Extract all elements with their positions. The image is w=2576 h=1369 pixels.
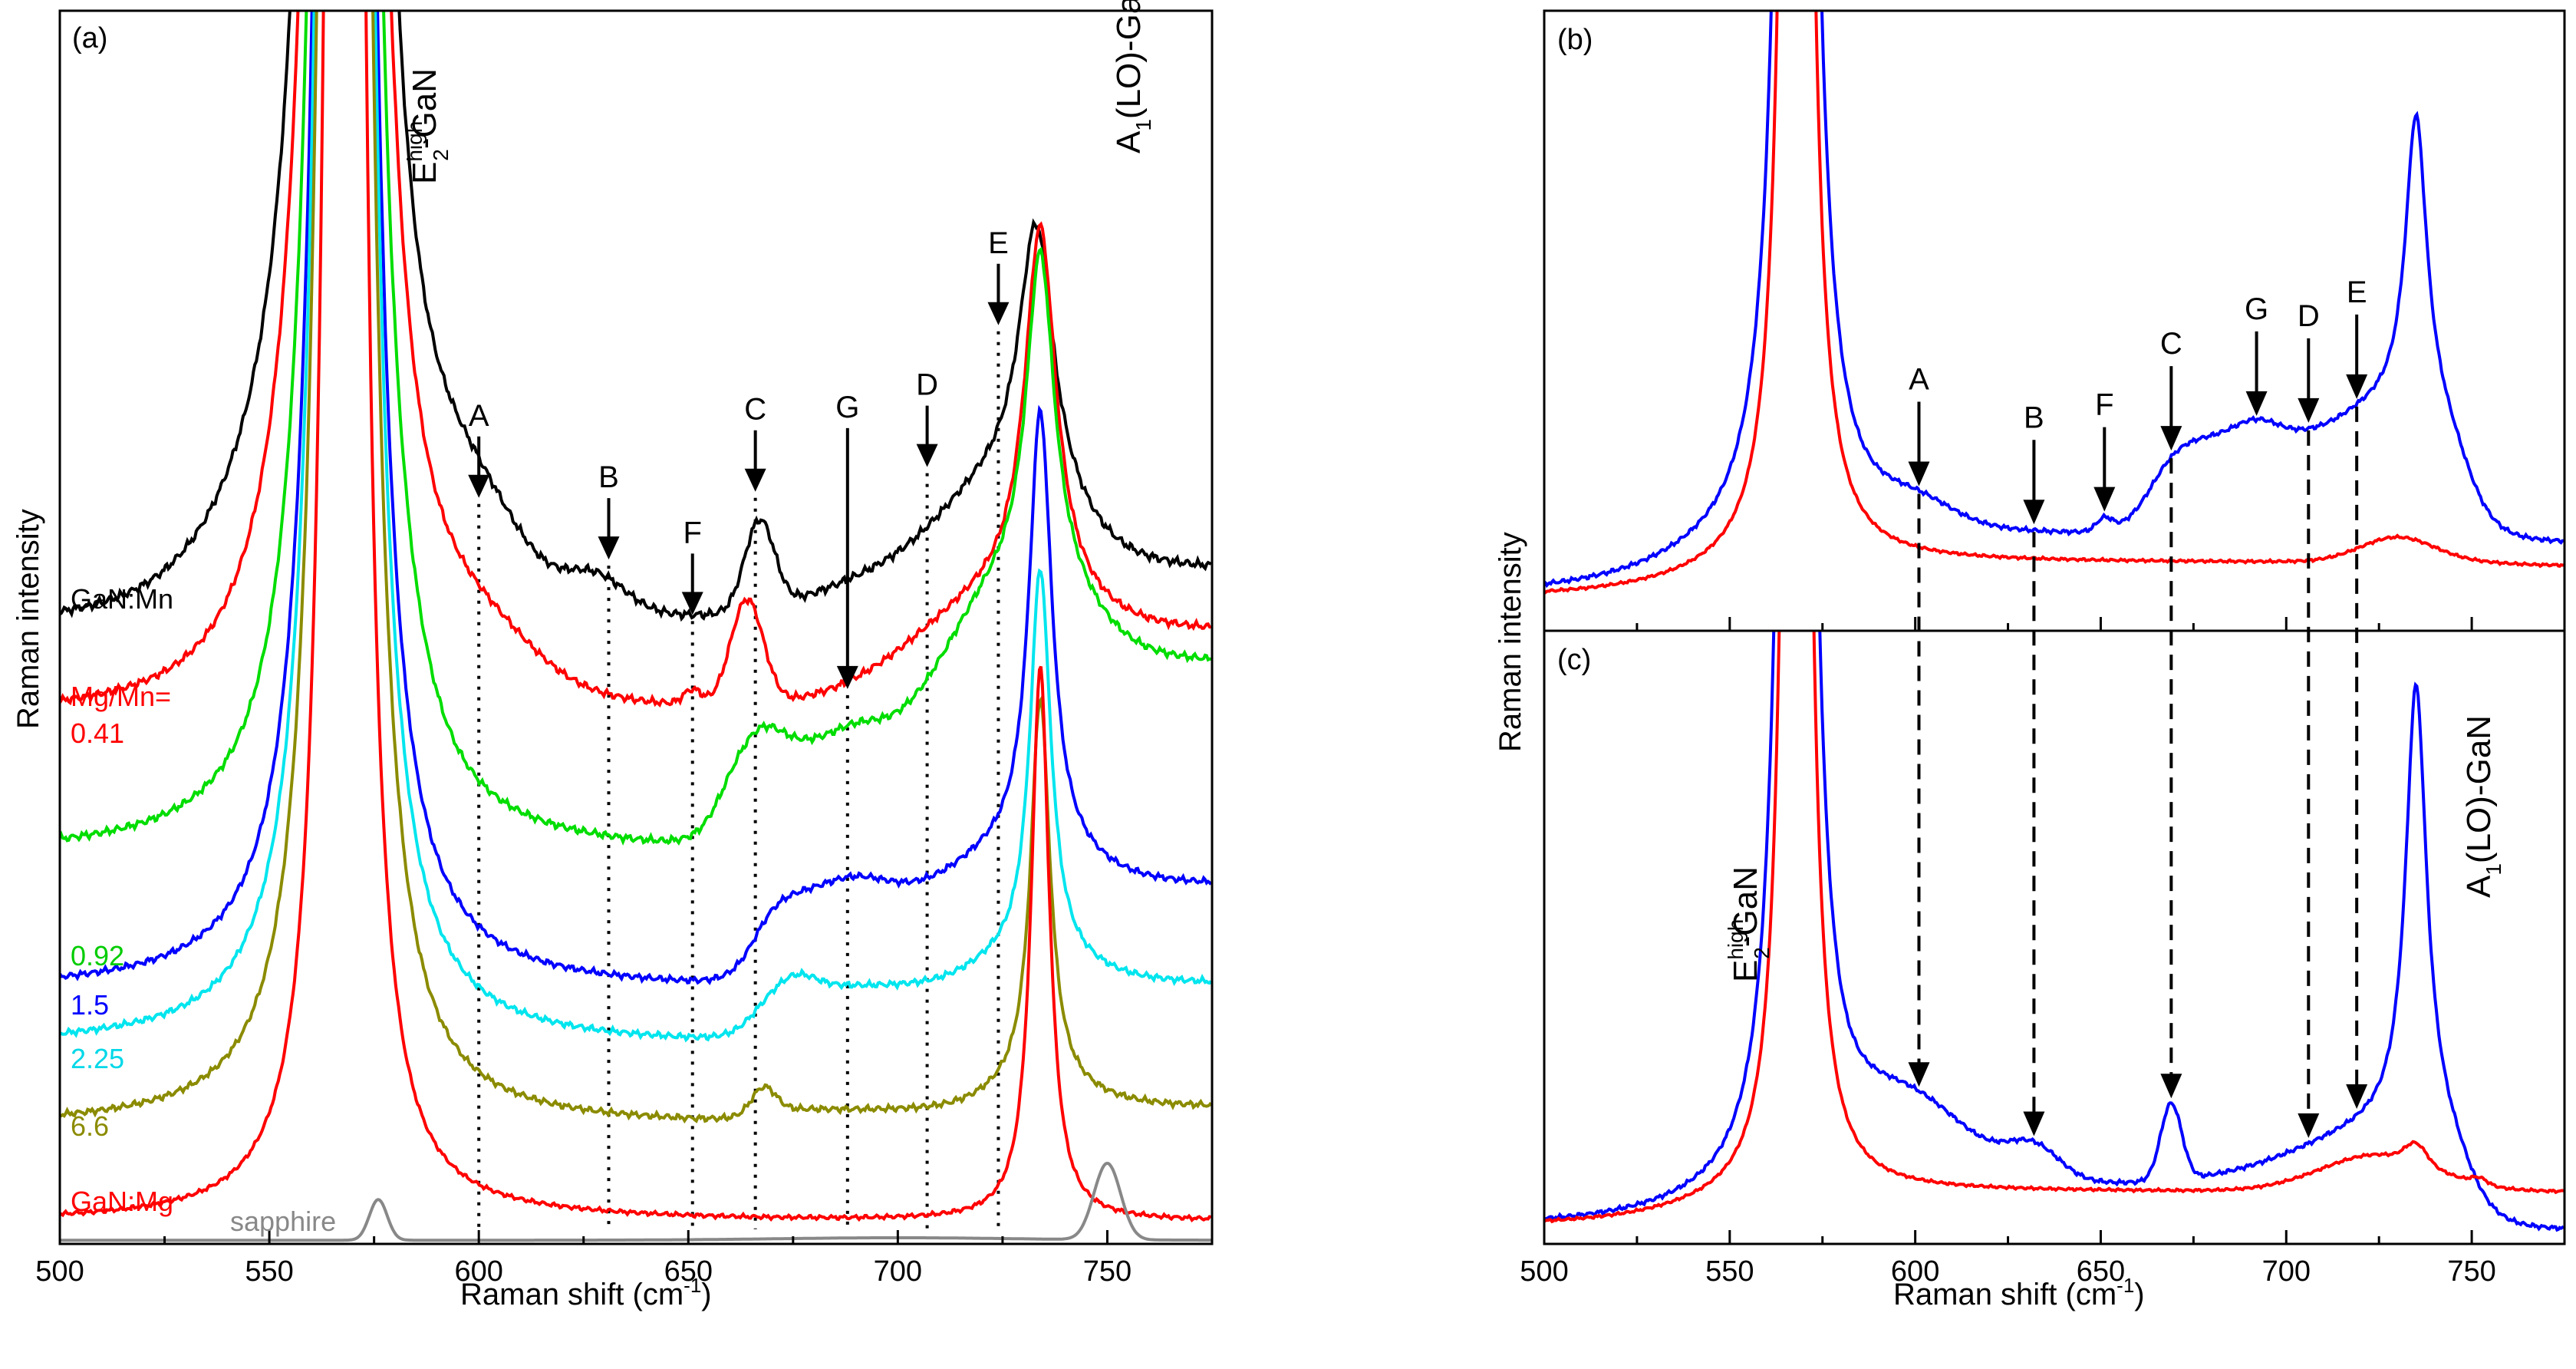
- a-arrow-head-D: [916, 444, 938, 467]
- b-series-red: [1544, 11, 2564, 595]
- a-peak-label-E: E: [988, 226, 1009, 260]
- c-tick-label-650: 650: [2077, 1255, 2125, 1288]
- a-arrow-head-A: [468, 474, 490, 498]
- c-panel-tag: (c): [1557, 644, 1591, 676]
- a-tick-label-750: 750: [1083, 1255, 1132, 1288]
- b-arrow-head-D: [2298, 398, 2320, 423]
- c-arrow-head-632: [2023, 1111, 2045, 1136]
- a-peak-guides: [477, 331, 1000, 1229]
- c-arrow-head-719: [2346, 1084, 2368, 1109]
- c-tick-label-550: 550: [1705, 1255, 1754, 1288]
- c-tick-label-750: 750: [2447, 1255, 2495, 1288]
- a-label-sapphire: sapphire: [230, 1206, 336, 1237]
- a-a1-mode-label: A1(LO)-GaN: [1110, 0, 1155, 153]
- a-series-line-4: [60, 11, 1212, 1043]
- b-peak-label-E: E: [2347, 275, 2367, 309]
- b-peak-label-C: C: [2160, 327, 2182, 361]
- a-label-15: 1.5: [71, 989, 109, 1021]
- a-series-line-5: [60, 11, 1212, 1124]
- a-tick-label-500: 500: [35, 1255, 84, 1288]
- b-arrow-head-A: [1908, 461, 1930, 487]
- a-arrow-head-B: [598, 536, 620, 560]
- c-series-curves: [1544, 631, 2564, 1232]
- a-tick-label-700: 700: [874, 1255, 922, 1288]
- c-arrow-head-669: [2160, 1074, 2182, 1099]
- bc-peak-guides: A B F C G DE: [1908, 275, 2368, 1138]
- a-arrow-head-E: [987, 302, 1010, 325]
- a-plot-frame: [58, 9, 1214, 1245]
- a-tick-label-600: 600: [454, 1255, 502, 1288]
- c-series-blue: [1544, 631, 2564, 1232]
- a-peak-label-D: D: [916, 368, 938, 402]
- b-series-blue: [1544, 11, 2564, 589]
- c-e2-mode-label: Ehigh 2-GaN: [1724, 866, 1774, 982]
- a-label-66: 6.6: [71, 1110, 109, 1142]
- a-arrow-head-F: [681, 592, 703, 615]
- a-label-041-line1: Mg/Mn=: [71, 681, 171, 712]
- a-tick-label-550: 550: [245, 1255, 293, 1288]
- a-peak-label-F: F: [684, 516, 702, 549]
- panel-a: A B F C G D E 500 550 600 650 700 750 (a) Ehigh 2-Ga…: [12, 0, 1214, 1311]
- a-series-line-6: [60, 11, 1212, 1222]
- a-series-line-3: [60, 11, 1212, 985]
- a-peak-label-A: A: [469, 399, 489, 433]
- c-tick-label-600: 600: [1891, 1255, 1939, 1288]
- b-arrow-head-B: [2023, 500, 2045, 525]
- a-peak-label-C: C: [744, 393, 766, 427]
- b-peak-label-F: F: [2095, 388, 2113, 422]
- a-label-092: 0.92: [71, 940, 124, 971]
- b-peak-label-D: D: [2298, 299, 2320, 333]
- a-e2-mode-label: Ehigh 2-GaN: [403, 68, 453, 184]
- b-arrow-head-C: [2160, 426, 2182, 451]
- c-tick-label-700: 700: [2262, 1255, 2311, 1288]
- b-series-curves: [1544, 11, 2564, 595]
- c-arrow-head-601: [1908, 1062, 1930, 1087]
- a-series-line-1: [60, 11, 1212, 708]
- a-series-line-2: [60, 11, 1211, 846]
- c-arrow-head-706: [2298, 1113, 2320, 1138]
- a-arrow-head-C: [744, 468, 766, 492]
- b-arrow-head-F: [2093, 487, 2116, 512]
- a-peak-arrows: A B F C G D E: [468, 226, 1010, 689]
- a-x-axis-title: Raman shift (cm-1): [460, 1274, 712, 1311]
- a-panel-tag: (a): [72, 22, 107, 54]
- a-series-line-0: [60, 11, 1212, 622]
- b-peak-label-B: B: [2024, 401, 2044, 434]
- c-a1-mode-label: A1(LO)-GaN: [2460, 715, 2505, 898]
- a-y-axis-title: Raman intensity: [12, 509, 45, 729]
- c-plot-frame: [1543, 629, 2566, 1245]
- a-label-gan-mg: GaN:Mg: [71, 1186, 173, 1217]
- bc-y-axis-title: Raman intensity: [1494, 532, 1527, 752]
- a-peak-label-G: G: [835, 391, 859, 424]
- a-x-ticks: 500 550 600 650 700 750: [35, 1230, 1214, 1288]
- b-arrow-head-E: [2346, 374, 2368, 399]
- b-peak-label-G: G: [2245, 292, 2268, 326]
- b-arrow-head-G: [2245, 391, 2268, 416]
- a-tick-label-650: 650: [664, 1255, 713, 1288]
- b-panel-tag: (b): [1557, 24, 1593, 56]
- bc-x-ticks: 500 550 600 650 700 750: [1520, 617, 2566, 1288]
- a-arrow-head-G: [836, 665, 858, 689]
- a-label-041-line2: 0.41: [71, 717, 124, 749]
- c-tick-label-500: 500: [1520, 1255, 1568, 1288]
- bc-x-axis-title: Raman shift (cm-1): [1893, 1274, 2145, 1311]
- a-label-gan-mn: GaN:Mn: [71, 583, 173, 615]
- b-peak-label-A: A: [1909, 363, 1929, 397]
- a-peak-label-B: B: [598, 460, 619, 494]
- c-series-red: [1544, 631, 2564, 1224]
- a-series-line-7: [60, 1161, 1211, 1242]
- a-series-curves: [60, 11, 1212, 1242]
- a-label-225: 2.25: [71, 1043, 124, 1074]
- panel-bc: A B F C G DE 500 550 600 650 700 750 (b) (c) Ehigh…: [1494, 9, 2566, 1311]
